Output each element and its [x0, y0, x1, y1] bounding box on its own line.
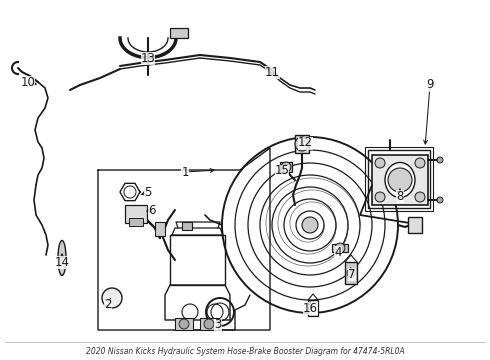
Text: 2: 2 — [104, 298, 112, 311]
Circle shape — [295, 137, 309, 151]
Bar — [308, 300, 318, 316]
Bar — [372, 155, 428, 205]
Circle shape — [437, 157, 443, 163]
Bar — [345, 262, 357, 284]
Circle shape — [302, 217, 318, 233]
Text: 5: 5 — [145, 185, 152, 198]
Circle shape — [437, 197, 443, 203]
Text: 16: 16 — [302, 302, 318, 315]
Circle shape — [415, 158, 425, 168]
Bar — [125, 205, 147, 223]
Text: 2020 Nissan Kicks Hydraulic System Hose-Brake Booster Diagram for 47474-5RL0A: 2020 Nissan Kicks Hydraulic System Hose-… — [86, 347, 404, 356]
Bar — [129, 218, 143, 226]
Text: 11: 11 — [265, 66, 279, 78]
Text: 1: 1 — [181, 166, 189, 179]
Bar — [155, 222, 165, 236]
Circle shape — [281, 162, 291, 172]
Bar — [175, 318, 193, 330]
Text: 4: 4 — [334, 246, 342, 258]
Circle shape — [375, 158, 385, 168]
Circle shape — [102, 288, 122, 308]
Bar — [170, 28, 188, 38]
Circle shape — [388, 168, 412, 192]
Bar — [280, 162, 292, 172]
Circle shape — [335, 243, 345, 253]
Text: 14: 14 — [54, 256, 70, 269]
Bar — [365, 147, 433, 211]
Bar — [295, 135, 309, 153]
Bar — [408, 217, 422, 233]
Text: 8: 8 — [396, 189, 404, 202]
Bar — [182, 222, 192, 230]
Circle shape — [179, 319, 189, 329]
Circle shape — [204, 319, 214, 329]
Circle shape — [415, 192, 425, 202]
Text: 10: 10 — [21, 76, 35, 89]
Bar — [332, 244, 348, 252]
Text: 6: 6 — [148, 203, 156, 216]
Text: 15: 15 — [274, 165, 290, 177]
Circle shape — [347, 269, 355, 277]
Ellipse shape — [385, 162, 415, 198]
Text: 9: 9 — [426, 78, 434, 91]
Text: 13: 13 — [141, 51, 155, 64]
Ellipse shape — [58, 240, 66, 275]
Text: 12: 12 — [297, 136, 313, 149]
Circle shape — [375, 192, 385, 202]
Text: 3: 3 — [214, 319, 221, 332]
Bar — [368, 150, 430, 208]
Text: 7: 7 — [348, 267, 356, 280]
Bar — [200, 318, 218, 330]
